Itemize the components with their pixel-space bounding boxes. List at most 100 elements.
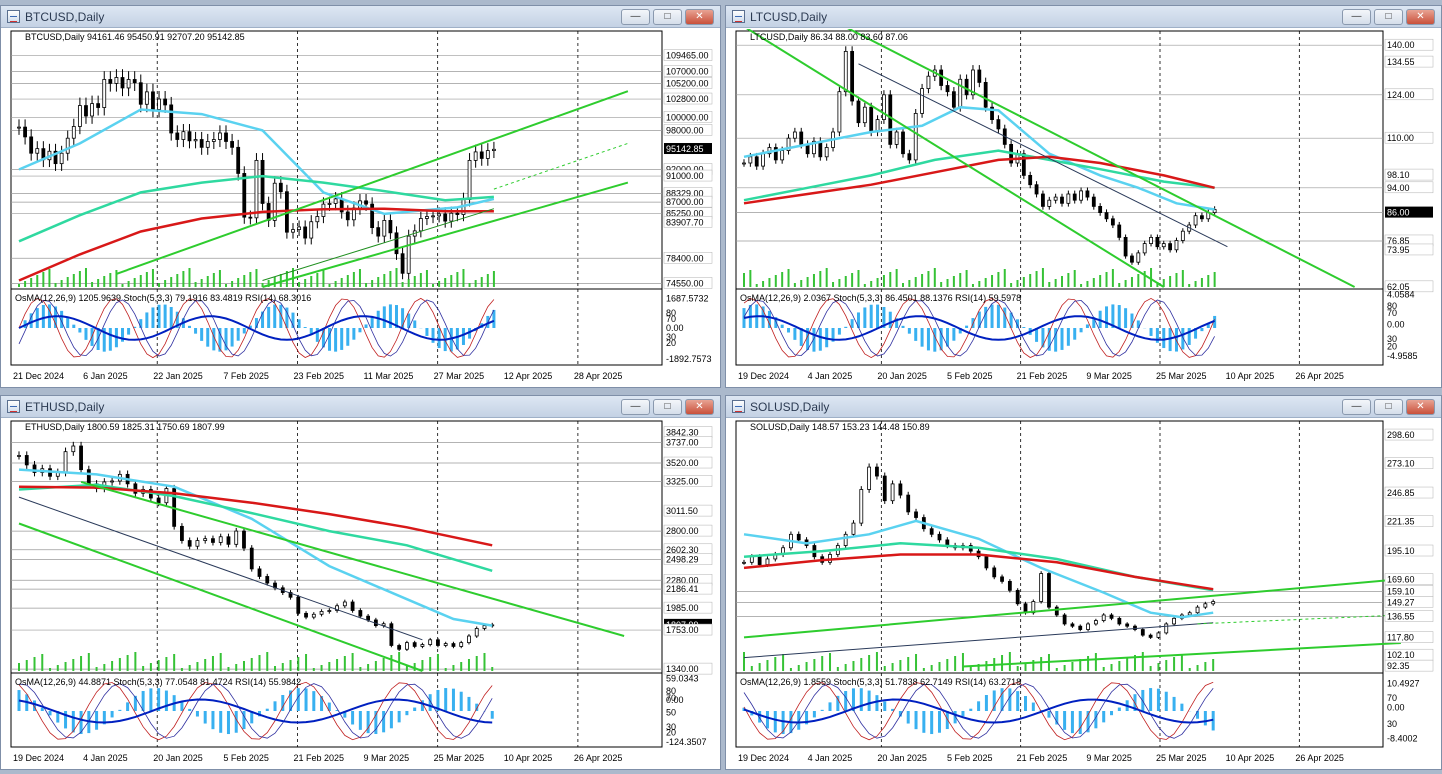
- volume-bar: [213, 273, 215, 287]
- candle-body: [266, 576, 269, 583]
- candle-body: [1080, 191, 1083, 200]
- volume-bar: [406, 666, 408, 671]
- osma-bar: [813, 711, 816, 717]
- candle-body: [204, 539, 207, 541]
- price-axis-label: 140.00: [1387, 40, 1415, 50]
- candle-body: [450, 213, 453, 221]
- volume-bar: [420, 273, 422, 287]
- osma-bar: [902, 326, 905, 328]
- minimize-button[interactable]: —: [621, 9, 650, 25]
- osma-bar: [1180, 704, 1183, 711]
- volume-bar: [1056, 668, 1058, 671]
- volume-bar: [1099, 275, 1101, 287]
- volume-bar: [96, 667, 98, 671]
- indicator-axis-label: 20: [1387, 342, 1397, 352]
- titlebar[interactable]: SOLUSD,Daily — □ ✕: [726, 396, 1441, 418]
- price-axis-label: 3737.00: [666, 438, 699, 448]
- candle-body: [1181, 231, 1184, 240]
- maximize-button[interactable]: □: [1374, 399, 1403, 415]
- volume-bar: [48, 269, 50, 287]
- osma-bar: [870, 305, 873, 328]
- osma-bar: [460, 692, 463, 711]
- price-axis-label: 117.80: [1387, 633, 1414, 643]
- volume-bar: [1095, 653, 1097, 671]
- volume-bar: [991, 275, 993, 287]
- candle-body: [279, 183, 282, 191]
- chart-window-icon: [732, 10, 745, 23]
- volume-bar: [1175, 273, 1177, 287]
- close-button[interactable]: ✕: [685, 9, 714, 25]
- volume-bar: [931, 665, 933, 671]
- candle-body: [194, 140, 197, 141]
- candle-body: [860, 490, 863, 524]
- volume-bar: [851, 273, 853, 287]
- candle-body: [389, 220, 392, 232]
- osma-bar: [358, 328, 361, 332]
- close-button[interactable]: ✕: [685, 399, 714, 415]
- osma-bar: [938, 711, 941, 733]
- volume-bar: [140, 275, 142, 287]
- volume-bar: [972, 284, 974, 287]
- candle-body: [1035, 185, 1038, 194]
- maximize-button[interactable]: □: [653, 9, 682, 25]
- volume-bar: [940, 282, 942, 287]
- candle-body: [1194, 216, 1197, 225]
- volume-bar: [225, 284, 227, 287]
- osma-bar: [405, 711, 408, 715]
- candle-body: [235, 531, 238, 544]
- volume-bar: [65, 662, 67, 671]
- candle-body: [758, 557, 761, 565]
- minimize-button[interactable]: —: [1342, 399, 1371, 415]
- osma-bar: [781, 325, 784, 328]
- close-button[interactable]: ✕: [1406, 9, 1435, 25]
- maximize-button[interactable]: □: [653, 399, 682, 415]
- candle-body: [1156, 237, 1159, 246]
- osma-bar: [170, 307, 173, 328]
- titlebar[interactable]: LTCUSD,Daily — □ ✕: [726, 6, 1441, 28]
- titlebar[interactable]: ETHUSD,Daily — □ ✕: [1, 396, 720, 418]
- volume-bar: [491, 667, 493, 671]
- osma-bar: [180, 702, 183, 711]
- candle-body: [346, 212, 349, 220]
- titlebar[interactable]: BTCUSD,Daily — □ ✕: [1, 6, 720, 28]
- candle-body: [258, 569, 261, 577]
- volume-bar: [1195, 281, 1197, 287]
- volume-bar: [1106, 272, 1108, 287]
- volume-bar: [152, 269, 154, 287]
- candle-body: [196, 541, 199, 547]
- candle-body: [1047, 574, 1050, 608]
- volume-bar: [195, 282, 197, 287]
- price-axis-label: 273.10: [1387, 459, 1415, 469]
- volume-bar: [1125, 280, 1127, 287]
- indicator-axis-label: 70: [1387, 308, 1397, 318]
- close-button[interactable]: ✕: [1406, 399, 1435, 415]
- osma-bar: [1047, 711, 1050, 718]
- volume-bar: [30, 278, 32, 287]
- osma-bar: [851, 319, 854, 328]
- volume-bar: [72, 659, 74, 671]
- minimize-button[interactable]: —: [621, 399, 650, 415]
- candle-body: [310, 222, 313, 238]
- price-axis-label: 74550.00: [666, 278, 704, 288]
- osma-bar: [793, 328, 796, 340]
- candle-body: [91, 104, 94, 116]
- volume-bar: [235, 664, 237, 671]
- minimize-button[interactable]: —: [1342, 9, 1371, 25]
- candle-body: [182, 132, 185, 140]
- date-tick-label: 5 Feb 2025: [223, 753, 269, 763]
- indicator-axis-label: 0.00: [1387, 319, 1405, 329]
- maximize-button[interactable]: □: [1374, 9, 1403, 25]
- volume-bar: [1112, 269, 1114, 287]
